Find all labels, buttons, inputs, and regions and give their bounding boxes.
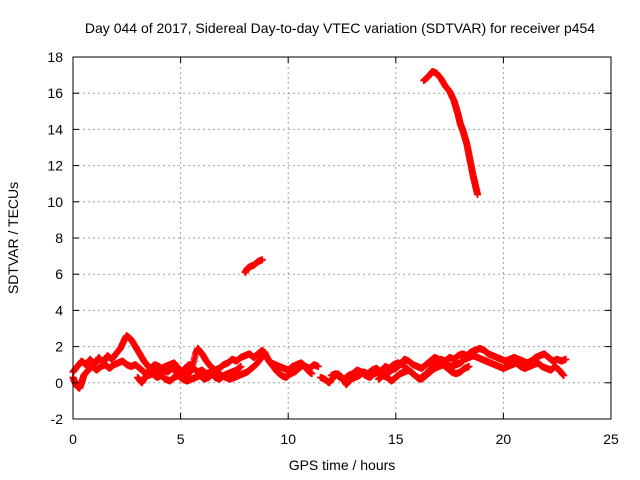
chart-title: Day 044 of 2017, Sidereal Day-to-day VTE…: [85, 20, 595, 36]
y-tick-label: 14: [47, 121, 63, 137]
x-tick-label: 15: [388, 431, 404, 447]
y-tick-label: 12: [47, 158, 63, 174]
x-tick-label: 0: [69, 431, 77, 447]
y-tick-label: 8: [55, 230, 63, 246]
data-point: [308, 370, 316, 378]
y-tick-labels: -2 0 2 4 6 8 10 12 14 16 18: [47, 49, 63, 427]
data-point: [237, 363, 245, 371]
x-tick-label: 25: [603, 431, 619, 447]
x-tick-label: 20: [496, 431, 512, 447]
x-tick-label: 10: [280, 431, 296, 447]
data-point: [465, 363, 473, 371]
y-axis-label: SDTVAR / TECUs: [5, 182, 21, 294]
y-tick-label: 16: [47, 85, 63, 101]
data-point: [560, 372, 568, 380]
y-tick-label: 18: [47, 49, 63, 65]
data-point: [258, 256, 266, 264]
data-point: [314, 363, 322, 371]
data-points: [69, 67, 570, 392]
y-tick-label: 10: [47, 194, 63, 210]
y-tick-label: 0: [55, 375, 63, 391]
axis-ticks: [72, 56, 612, 420]
x-tick-label: 5: [177, 431, 185, 447]
y-tick-label: -2: [51, 411, 64, 427]
data-point: [474, 191, 482, 199]
y-tick-label: 6: [55, 266, 63, 282]
x-axis-label: GPS time / hours: [289, 457, 396, 473]
data-series: [69, 67, 570, 392]
y-tick-label: 4: [55, 302, 63, 318]
y-tick-label: 2: [55, 339, 63, 355]
data-point: [562, 355, 570, 363]
x-tick-labels: 0 5 10 15 20 25: [69, 431, 619, 447]
